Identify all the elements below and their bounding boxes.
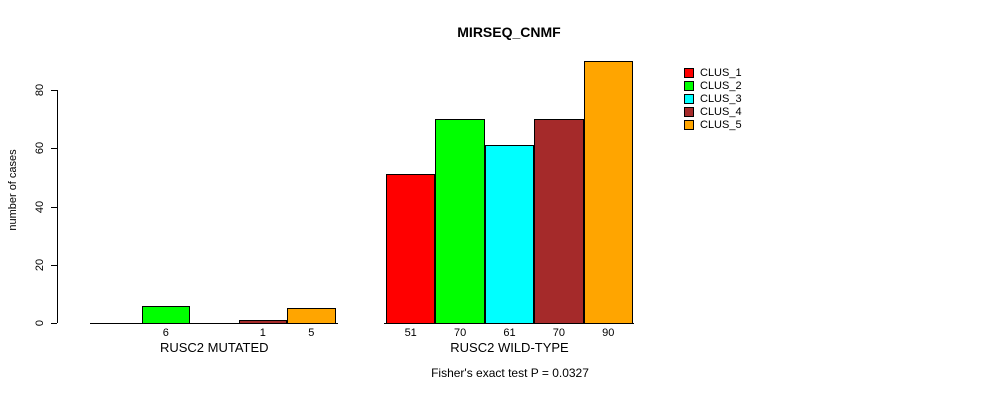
- y-axis: [57, 90, 58, 323]
- legend-item-clus_4: CLUS_4: [684, 105, 742, 118]
- y-tick-mark: [51, 264, 57, 266]
- y-tick-label: 60: [34, 142, 46, 155]
- group-label: RUSC2 WILD-TYPE: [450, 340, 569, 355]
- x-axis-baseline: [90, 323, 338, 324]
- y-axis-label: number of cases: [7, 149, 19, 231]
- legend-swatch-icon: [684, 67, 694, 78]
- legend-item-clus_1: CLUS_1: [684, 66, 742, 79]
- bar-clus_4: [238, 320, 287, 324]
- bar-value-label: 61: [503, 327, 516, 339]
- y-tick-mark: [51, 90, 57, 91]
- bar-clus_3: [484, 145, 535, 324]
- bar-value-label: 1: [259, 327, 266, 339]
- legend-item-clus_2: CLUS_2: [684, 79, 742, 92]
- bar-value-label: 70: [453, 327, 467, 339]
- legend-swatch-icon: [684, 93, 694, 104]
- bar-value-label: 5: [308, 327, 315, 339]
- legend-label: CLUS_1: [700, 66, 742, 79]
- bar-clus_5: [583, 60, 633, 324]
- legend-item-clus_5: CLUS_5: [684, 118, 742, 131]
- bar-clus_5: [287, 308, 336, 324]
- chart-title: MIRSEQ_CNMF: [457, 24, 561, 40]
- bar-value-label: 90: [602, 327, 615, 339]
- legend-swatch-icon: [684, 106, 694, 117]
- legend-label: CLUS_3: [700, 92, 742, 105]
- y-tick-mark: [51, 206, 57, 208]
- legend-label: CLUS_4: [700, 105, 742, 118]
- bar-value-label: 6: [162, 327, 169, 339]
- bar-clus_1: [386, 174, 436, 324]
- y-tick-label: 0: [34, 319, 46, 327]
- legend-item-clus_3: CLUS_3: [684, 92, 742, 105]
- y-tick-label: 80: [34, 83, 46, 97]
- bar-clus_2: [435, 119, 485, 324]
- bar-clus_4: [534, 119, 584, 324]
- bar-clus_2: [141, 305, 190, 324]
- legend-swatch-icon: [684, 80, 694, 91]
- y-tick-mark: [51, 148, 57, 150]
- bar-value-label: 70: [552, 327, 566, 339]
- group-label: RUSC2 MUTATED: [159, 340, 269, 355]
- legend-swatch-icon: [684, 119, 694, 130]
- y-tick-label: 20: [34, 258, 46, 271]
- legend: CLUS_1 CLUS_2 CLUS_3 CLUS_4 CLUS_5: [684, 66, 742, 131]
- legend-label: CLUS_5: [700, 118, 742, 131]
- y-tick-mark: [51, 323, 57, 324]
- bar-value-label: 51: [404, 327, 417, 339]
- y-tick-label: 40: [34, 200, 46, 213]
- legend-label: CLUS_2: [700, 79, 742, 92]
- fisher-test-note: Fisher's exact test P = 0.0327: [431, 366, 589, 380]
